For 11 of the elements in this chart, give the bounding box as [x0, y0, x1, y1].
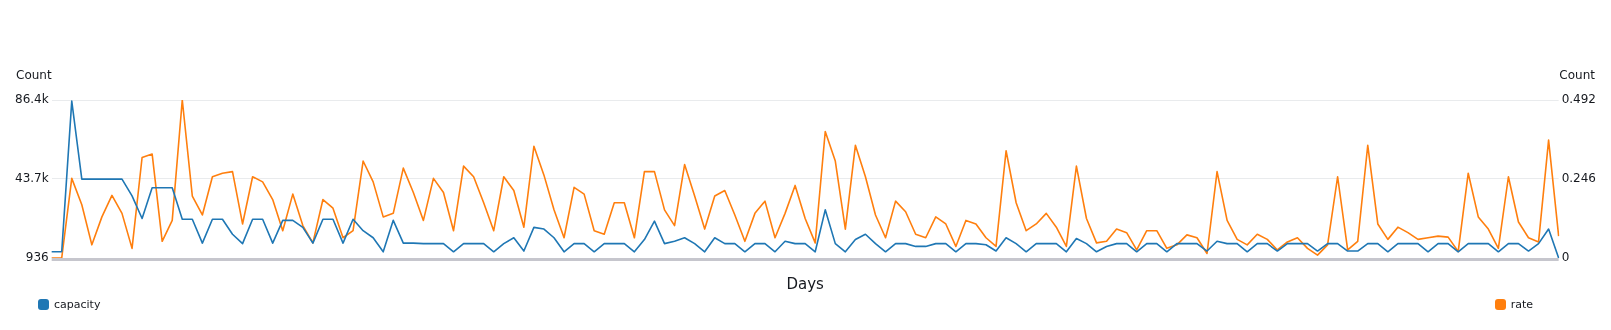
y-axis-title: Count: [16, 68, 52, 83]
y2-axis-title: Count: [1559, 68, 1596, 83]
y-tick-label: 936: [25, 250, 49, 265]
y-tick-label: 86.4k: [15, 92, 49, 107]
y2-tick-label: 0.246: [1561, 171, 1597, 186]
y2-tick-label: 0.492: [1561, 92, 1597, 107]
y2-tick-label: 0: [1561, 250, 1570, 265]
y-tick-label: 43.7k: [15, 171, 49, 186]
legend-label: rate: [1510, 298, 1533, 311]
x-axis-title: Days: [786, 274, 825, 293]
legend-label: capacity: [54, 298, 101, 311]
